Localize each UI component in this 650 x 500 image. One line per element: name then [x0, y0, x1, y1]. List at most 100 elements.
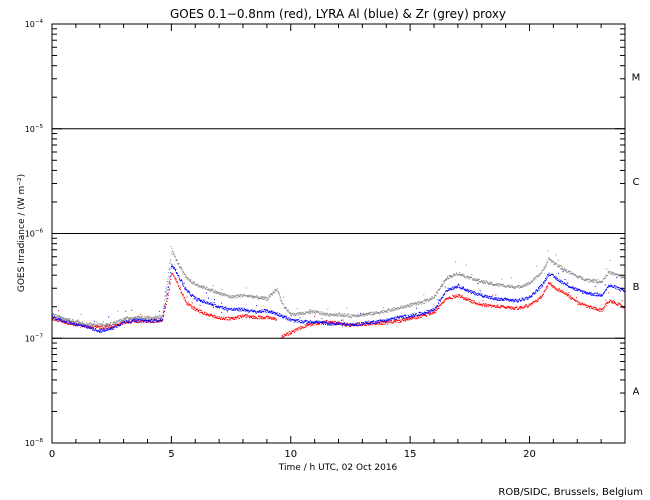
series-2-point [513, 299, 515, 301]
series-3-point [383, 307, 385, 309]
series-3-point [317, 310, 318, 312]
series-3-point [299, 312, 301, 313]
series-3-point [272, 292, 274, 294]
series-2-point [235, 308, 237, 310]
series-3-point [605, 277, 607, 279]
series-2-point [531, 296, 533, 298]
series-1-point [80, 326, 82, 328]
series-3-point [202, 285, 203, 287]
series-2-point [496, 298, 498, 300]
series-2-point [618, 286, 620, 288]
series-1-point [251, 315, 253, 317]
series-3-point [567, 271, 569, 273]
series-1-point [423, 314, 425, 316]
series-1-point [265, 316, 267, 318]
series-1-point [96, 325, 98, 327]
series-3-point [134, 316, 136, 318]
series-1-point [401, 320, 402, 322]
series-2-point [272, 311, 274, 313]
series-1-point [250, 315, 252, 317]
series-1-point [270, 317, 272, 319]
series-3-point [578, 276, 580, 278]
series-1-point [595, 307, 597, 309]
series-1-point [141, 322, 143, 324]
series-1-point [599, 310, 601, 312]
series-1-point [346, 323, 348, 324]
series-3-point [430, 298, 431, 300]
series-2-point [609, 285, 611, 287]
series-3-point [320, 311, 322, 313]
series-2-point [216, 305, 218, 307]
series-1-point [360, 325, 362, 327]
series-1-point [592, 308, 594, 309]
series-1-point [290, 331, 292, 333]
series-1-point [247, 316, 249, 318]
series-3-point [478, 278, 480, 280]
series-2-point [600, 295, 602, 297]
series-3-point [533, 277, 535, 279]
series-2-point [367, 323, 369, 325]
series-3-point [228, 296, 230, 298]
series-2-point [438, 303, 440, 305]
series-3-point [416, 302, 418, 303]
series-2-point [543, 281, 544, 283]
series-3-point [161, 317, 162, 318]
series-1-point [334, 321, 336, 323]
series-2-point [570, 287, 572, 289]
series-3-point [448, 278, 450, 279]
series-2-point [451, 289, 453, 291]
series-1-point [305, 325, 307, 327]
series-2-point [109, 327, 111, 329]
series-2-point [143, 320, 145, 321]
series-1-point [416, 316, 418, 318]
series-1-point [496, 305, 498, 307]
series-1-point [157, 321, 159, 323]
series-2-point [258, 310, 260, 312]
series-3-point [192, 280, 194, 282]
series-2-point [122, 321, 124, 323]
series-3-point [399, 307, 401, 309]
series-2-point [321, 321, 322, 323]
series-3-point [405, 306, 407, 308]
series-1-point [231, 317, 233, 319]
series-2-point [285, 318, 287, 320]
series-2-point [231, 307, 233, 309]
series-1-point [213, 317, 215, 319]
series-3-point [173, 254, 175, 256]
series-2-point [243, 310, 244, 311]
series-1-point [273, 317, 275, 319]
series-3-point [355, 315, 357, 317]
series-3-point [62, 317, 64, 319]
series-2-point [420, 311, 422, 313]
series-2-point [239, 307, 241, 309]
series-1-point [564, 293, 566, 295]
series-1-point [272, 318, 274, 320]
series-3-point [245, 287, 247, 289]
series-3-point [440, 286, 442, 288]
series-1-point [216, 318, 218, 319]
series-3-point [120, 319, 121, 321]
series-2-point [145, 319, 147, 321]
series-3-point [108, 325, 110, 326]
series-2-point [305, 320, 307, 322]
series-3-point [126, 318, 127, 320]
series-2-point [208, 303, 210, 305]
series-2-point [108, 329, 110, 331]
series-3-point [327, 313, 328, 315]
series-1-point [191, 302, 193, 304]
series-2-point [405, 315, 406, 317]
series-3-point [561, 269, 563, 271]
series-2-point [172, 266, 174, 268]
series-3-point [389, 309, 390, 310]
series-3-point [283, 296, 285, 298]
series-2-point [184, 287, 186, 289]
series-3-point [284, 308, 286, 309]
series-1-point [604, 306, 606, 307]
series-2-point [537, 290, 539, 292]
series-3-point [273, 292, 275, 294]
series-2-point [536, 289, 538, 291]
series-3-point [450, 277, 452, 279]
series-1-point [484, 305, 486, 307]
series-3-point [291, 314, 293, 316]
series-3-point [131, 317, 133, 319]
